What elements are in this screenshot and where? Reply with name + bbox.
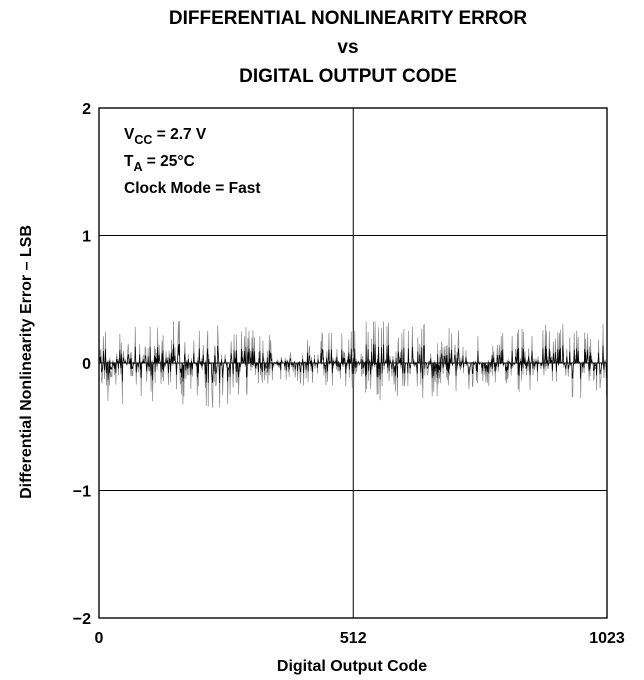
chart-title-line-2: vs — [337, 37, 358, 58]
y-axis-label: Differential Nonlinearity Error – LSB — [18, 225, 35, 499]
x-axis-label: Digital Output Code — [277, 658, 427, 675]
y-axis-ticks: 2 1 0 −1 −2 — [73, 101, 91, 628]
annotation-clock-mode: Clock Mode = Fast — [124, 180, 261, 197]
y-tick-label: −2 — [73, 611, 91, 628]
y-tick-label: 0 — [82, 356, 91, 373]
x-axis-ticks: 0 512 1023 — [95, 630, 625, 647]
y-tick-label: −1 — [73, 484, 91, 501]
y-tick-label: 1 — [82, 229, 91, 246]
chart-title-line-3: DIGITAL OUTPUT CODE — [239, 66, 457, 87]
x-tick-label: 1023 — [589, 630, 625, 647]
chart-title-line-1: DIFFERENTIAL NONLINEARITY ERROR — [169, 8, 527, 29]
x-tick-label: 0 — [95, 630, 104, 647]
y-tick-label: 2 — [82, 101, 91, 118]
x-tick-label: 512 — [340, 630, 367, 647]
